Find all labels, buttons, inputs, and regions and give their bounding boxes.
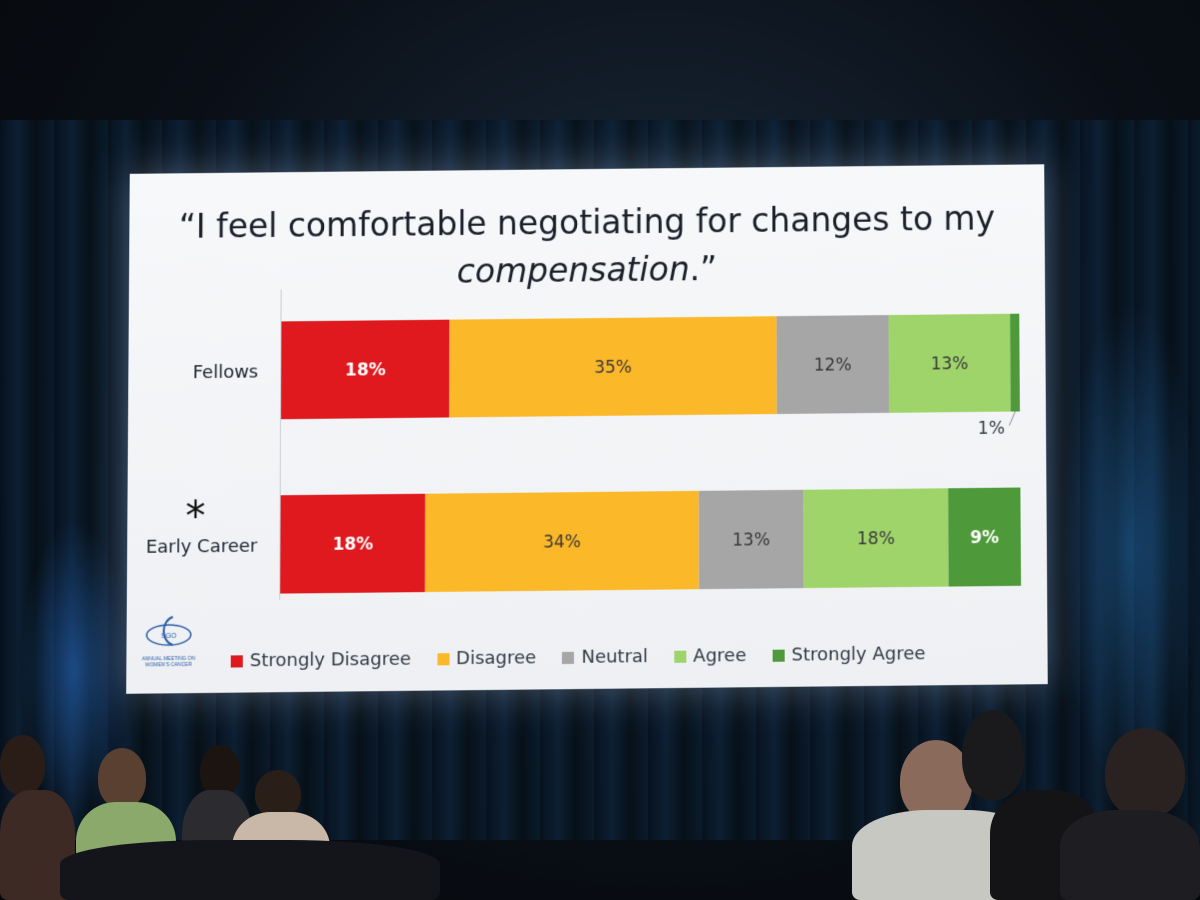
audience-body (1060, 810, 1200, 900)
data-label: 12% (814, 354, 852, 374)
legend-item-strongly-disagree: Strongly Disagree (231, 649, 411, 672)
data-label: 18% (332, 533, 373, 554)
legend-item-disagree: Disagree (437, 647, 536, 669)
logo-caption: ANNUAL MEETING ON WOMEN'S CANCER (138, 656, 198, 669)
data-label: 34% (543, 531, 581, 552)
data-label: 35% (594, 357, 632, 377)
chart-legend: Strongly Disagree Disagree Neutral Agree Str… (231, 643, 926, 671)
data-label: 13% (732, 529, 770, 549)
audience-head (98, 748, 146, 808)
data-label: 1% (978, 418, 1005, 438)
audience-head (1105, 728, 1185, 818)
seat-row (60, 840, 440, 900)
stacked-bar-chart: 18% 35% 12% 13% 1% 18% 34% 13% 18% 9% (127, 164, 1048, 643)
legend-label: Strongly Disagree (250, 649, 411, 672)
audience-head (962, 710, 1024, 800)
data-label: 18% (857, 528, 895, 548)
data-label: 13% (931, 353, 969, 373)
bar-fellows-strongly-agree (1010, 314, 1020, 412)
logo-letters: SGO (161, 633, 177, 640)
legend-item-neutral: Neutral (562, 646, 648, 668)
legend-swatch (674, 650, 686, 662)
legend-label: Strongly Agree (791, 643, 925, 666)
legend-swatch (772, 649, 784, 661)
audience-silhouettes (0, 700, 1200, 900)
label-leader-line (1009, 412, 1015, 426)
audience-head (0, 735, 45, 795)
data-label: 18% (345, 359, 386, 379)
projection-screen: “I feel comfortable negotiating for chan… (126, 164, 1048, 694)
data-label: 9% (970, 527, 999, 547)
audience-head (255, 770, 301, 818)
legend-swatch (562, 651, 574, 663)
legend-swatch (437, 653, 449, 665)
legend-swatch (231, 655, 243, 667)
legend-label: Neutral (581, 646, 648, 668)
legend-label: Agree (693, 645, 746, 667)
legend-label: Disagree (456, 647, 536, 669)
sgo-logo-mark: SGO (139, 611, 199, 652)
sgo-logo: SGO ANNUAL MEETING ON WOMEN'S CANCER (138, 611, 199, 682)
legend-item-strongly-agree: Strongly Agree (772, 643, 925, 666)
legend-item-agree: Agree (674, 645, 746, 667)
